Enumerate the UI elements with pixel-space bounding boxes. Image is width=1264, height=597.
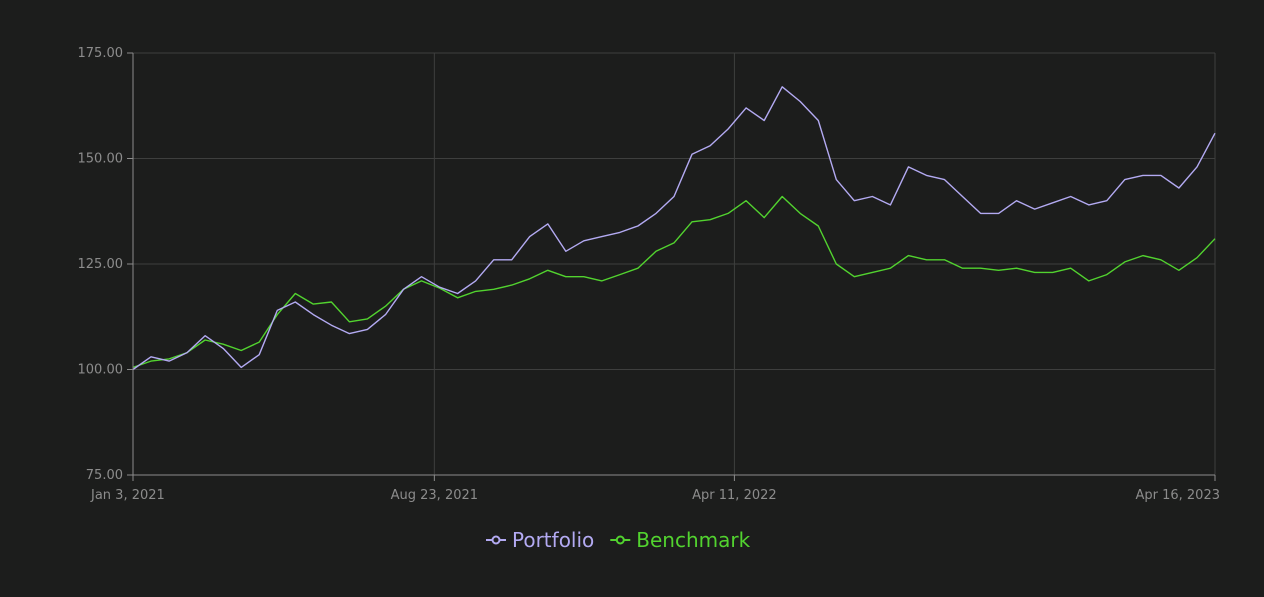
legend-marker-icon [491,535,501,545]
legend-item-benchmark[interactable]: Benchmark [610,528,751,552]
x-tick-label: Apr 16, 2023 [1135,488,1220,503]
x-tick-label: Apr 11, 2022 [692,488,777,503]
portfolio-line [132,86,1216,371]
axes: 75.00 100.00 125.00 150.00 175.00 Jan 3, 2021… [78,46,1221,503]
y-tick-label: 125.00 [78,257,124,272]
legend-label: Portfolio [512,528,594,552]
legend[interactable]: Portfolio Benchmark [486,528,751,552]
y-tick-label: 100.00 [78,363,124,378]
grid [132,52,1216,476]
x-tick-label: Jan 3, 2021 [90,488,165,503]
legend-item-portfolio[interactable]: Portfolio [486,528,594,552]
legend-marker-icon [615,535,625,545]
series-lines [132,86,1216,371]
y-tick-label: 75.00 [86,468,123,483]
benchmark-line [132,195,1216,369]
y-tick-label: 175.00 [78,46,124,61]
legend-label: Benchmark [636,528,750,552]
x-tick-label: Aug 23, 2021 [391,488,478,503]
y-tick-label: 150.00 [78,152,124,167]
